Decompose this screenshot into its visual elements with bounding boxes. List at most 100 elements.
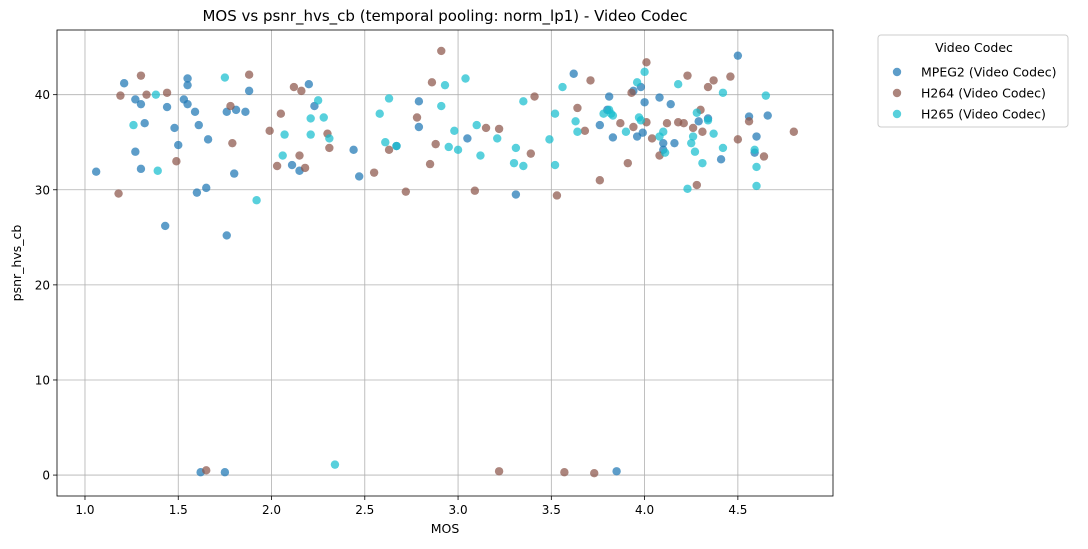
- data-point: [545, 135, 554, 144]
- data-point: [162, 88, 172, 97]
- data-point: [703, 82, 713, 92]
- data-point: [511, 143, 521, 153]
- data-point: [698, 158, 707, 168]
- data-point: [244, 70, 254, 79]
- data-point: [190, 107, 200, 116]
- legend-label: H265 (Video Codec): [921, 107, 1046, 122]
- y-axis-label: psnr_hvs_cb: [9, 225, 24, 302]
- legend-item: H265 (Video Codec): [892, 107, 1046, 122]
- data-point: [222, 231, 231, 240]
- data-point: [670, 138, 679, 148]
- data-point: [608, 111, 618, 120]
- data-point: [595, 176, 605, 185]
- data-point: [638, 128, 647, 137]
- data-point: [414, 122, 424, 132]
- data-point: [698, 127, 707, 136]
- data-point: [437, 101, 446, 111]
- data-point: [476, 151, 485, 160]
- data-point: [192, 188, 202, 197]
- data-point: [560, 468, 569, 477]
- data-point: [131, 147, 140, 156]
- data-point: [289, 82, 299, 92]
- legend-marker: [892, 67, 902, 77]
- data-point: [319, 113, 328, 122]
- data-point: [276, 109, 286, 118]
- data-point: [571, 117, 580, 126]
- data-point: [655, 93, 664, 102]
- data-point: [679, 119, 688, 128]
- data-point: [241, 107, 250, 116]
- data-point: [690, 147, 700, 156]
- data-point: [174, 140, 183, 150]
- data-point: [558, 82, 567, 92]
- data-point: [151, 90, 161, 99]
- data-point: [183, 99, 192, 109]
- data-point: [306, 130, 315, 139]
- data-point: [401, 187, 411, 196]
- data-point: [595, 120, 605, 130]
- legend-label: MPEG2 (Video Codec): [921, 65, 1056, 80]
- data-point: [709, 76, 718, 85]
- data-point: [119, 79, 129, 88]
- data-point: [761, 91, 771, 100]
- data-point: [718, 143, 728, 153]
- data-point: [590, 468, 599, 478]
- data-point: [750, 145, 759, 155]
- data-point: [194, 120, 203, 130]
- data-point: [325, 134, 334, 143]
- data-point: [616, 119, 625, 128]
- x-tick-label: 1.5: [169, 503, 188, 517]
- x-tick-label: 1.0: [75, 503, 94, 517]
- data-point: [330, 460, 340, 469]
- data-point: [425, 159, 435, 169]
- data-point: [461, 74, 470, 83]
- data-point: [659, 127, 668, 136]
- x-tick-label: 3.5: [542, 503, 561, 517]
- data-point: [136, 71, 146, 80]
- data-point: [530, 92, 539, 101]
- data-point: [763, 111, 772, 120]
- data-point: [114, 189, 123, 198]
- data-point: [384, 145, 394, 155]
- data-point: [437, 46, 446, 56]
- data-point: [230, 169, 239, 178]
- data-point: [608, 133, 618, 142]
- data-point: [662, 119, 672, 128]
- data-point: [509, 158, 519, 168]
- data-point: [612, 467, 621, 476]
- data-point: [640, 67, 649, 77]
- legend-label: H264 (Video Codec): [921, 86, 1046, 101]
- data-point: [692, 180, 702, 190]
- data-point: [131, 95, 140, 104]
- data-point: [687, 138, 696, 148]
- series-2-points: [129, 67, 771, 469]
- data-point: [153, 166, 162, 175]
- data-point: [511, 190, 521, 199]
- x-tick-label: 2.0: [262, 503, 281, 517]
- data-point: [519, 161, 528, 171]
- legend: Video Codec MPEG2 (Video Codec) H264 (Vid…: [877, 34, 1069, 128]
- data-point: [444, 142, 453, 152]
- data-point: [136, 99, 146, 109]
- data-point: [228, 138, 237, 148]
- y-tick-label: 20: [35, 278, 50, 292]
- legend-item: H264 (Video Codec): [892, 86, 1046, 101]
- data-point: [692, 108, 702, 117]
- data-point: [640, 98, 649, 107]
- x-tick-label: 2.5: [355, 503, 374, 517]
- legend-marker: [892, 109, 902, 119]
- legend-marker: [892, 88, 902, 98]
- data-point: [629, 122, 638, 132]
- x-tick-label: 4.5: [728, 503, 747, 517]
- series-0-points: [91, 51, 772, 477]
- data-point: [202, 466, 211, 475]
- data-point: [709, 129, 718, 138]
- data-point: [586, 76, 595, 85]
- data-point: [683, 184, 692, 194]
- data-point: [265, 126, 274, 136]
- axis-ticks: 1.0 1.5 2.0 2.5 3.0 3.5 4.0 4.5 0 10 20 30 40: [35, 88, 748, 517]
- data-point: [752, 181, 761, 191]
- data-point: [580, 126, 590, 136]
- x-axis-label: MOS: [431, 521, 460, 536]
- data-point: [550, 160, 560, 170]
